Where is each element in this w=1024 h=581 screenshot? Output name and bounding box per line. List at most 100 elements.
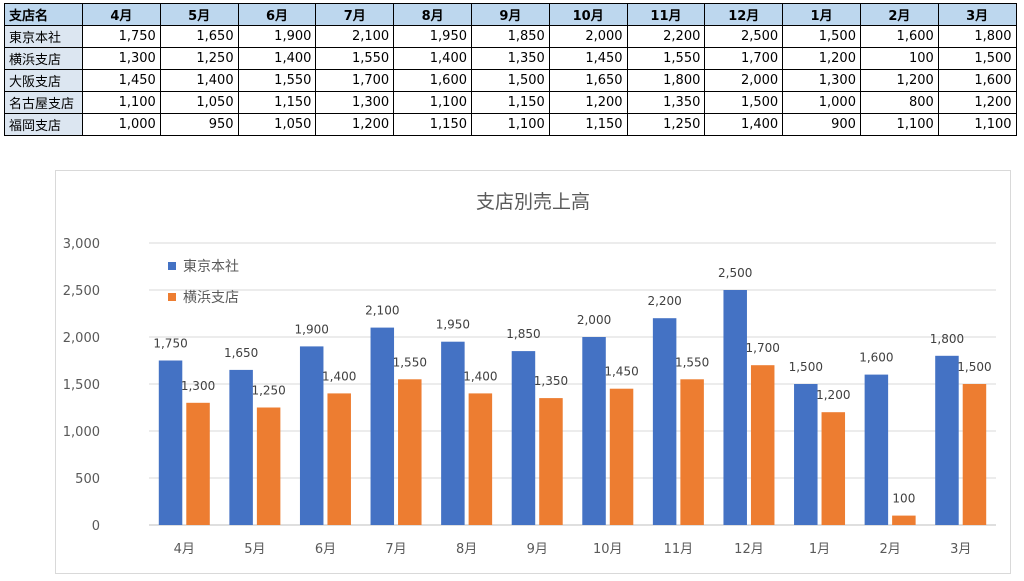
branch-name-cell[interactable]: 大阪支店 — [4, 69, 83, 92]
bar[interactable] — [723, 290, 747, 525]
header-month[interactable]: 7月 — [315, 3, 395, 26]
bar[interactable] — [158, 360, 183, 526]
value-cell[interactable]: 1,100 — [937, 113, 1017, 136]
branch-name-cell[interactable]: 福岡支店 — [4, 113, 83, 136]
value-cell[interactable]: 1,300 — [782, 69, 861, 92]
value-cell[interactable]: 1,200 — [937, 91, 1017, 114]
bar[interactable] — [680, 379, 704, 525]
bar[interactable] — [652, 318, 677, 525]
bar[interactable] — [398, 379, 422, 525]
value-cell[interactable]: 1,350 — [470, 47, 550, 70]
value-cell[interactable]: 1,300 — [82, 47, 161, 70]
value-cell[interactable]: 1,000 — [782, 91, 861, 114]
header-month[interactable]: 2月 — [859, 3, 939, 26]
bar[interactable] — [892, 515, 916, 525]
value-cell[interactable]: 1,800 — [937, 25, 1017, 48]
value-cell[interactable]: 1,100 — [859, 113, 939, 136]
value-cell[interactable]: 1,200 — [859, 69, 939, 92]
bar[interactable] — [609, 388, 634, 525]
header-month[interactable]: 9月 — [470, 3, 550, 26]
value-cell[interactable]: 1,600 — [859, 25, 939, 48]
bar[interactable] — [186, 402, 210, 525]
value-cell[interactable]: 1,900 — [237, 25, 317, 48]
value-cell[interactable]: 1,350 — [626, 91, 706, 114]
value-cell[interactable]: 1,550 — [315, 47, 395, 70]
bar[interactable] — [441, 341, 465, 525]
value-cell[interactable]: 800 — [859, 91, 939, 114]
value-cell[interactable]: 2,200 — [626, 25, 706, 48]
value-cell[interactable]: 1,150 — [548, 113, 628, 136]
value-cell[interactable]: 1,200 — [315, 113, 395, 136]
value-cell[interactable]: 1,450 — [548, 47, 628, 70]
value-cell[interactable]: 1,600 — [937, 69, 1017, 92]
value-cell[interactable]: 2,500 — [704, 25, 784, 48]
header-month[interactable]: 1月 — [782, 3, 861, 26]
legend-entry[interactable]: 東京本社 — [183, 259, 239, 275]
branch-name-cell[interactable]: 横浜支店 — [4, 47, 83, 70]
legend-entry[interactable]: 横浜支店 — [183, 290, 239, 306]
value-cell[interactable]: 1,100 — [82, 91, 161, 114]
bar[interactable] — [935, 355, 959, 525]
value-cell[interactable]: 1,050 — [159, 91, 239, 114]
value-cell[interactable]: 1,100 — [393, 91, 472, 114]
value-cell[interactable]: 2,000 — [704, 69, 784, 92]
value-cell[interactable]: 1,300 — [315, 91, 395, 114]
value-cell[interactable]: 1,550 — [626, 47, 706, 70]
value-cell[interactable]: 1,400 — [237, 47, 317, 70]
bar[interactable] — [539, 398, 563, 525]
header-month[interactable]: 10月 — [548, 3, 628, 26]
value-cell[interactable]: 1,500 — [704, 91, 784, 114]
header-month[interactable]: 5月 — [159, 3, 239, 26]
value-cell[interactable]: 950 — [159, 113, 239, 136]
value-cell[interactable]: 2,100 — [315, 25, 395, 48]
bar[interactable] — [229, 369, 253, 525]
branch-name-cell[interactable]: 名古屋支店 — [4, 91, 83, 114]
value-cell[interactable]: 100 — [859, 47, 939, 70]
value-cell[interactable]: 1,500 — [782, 25, 861, 48]
value-cell[interactable]: 1,750 — [82, 25, 161, 48]
value-cell[interactable]: 1,650 — [548, 69, 628, 92]
value-cell[interactable]: 1,000 — [82, 113, 161, 136]
bar[interactable] — [468, 393, 493, 525]
value-cell[interactable]: 1,400 — [393, 47, 472, 70]
value-cell[interactable]: 1,500 — [470, 69, 550, 92]
bar[interactable] — [962, 384, 987, 525]
value-cell[interactable]: 1,150 — [470, 91, 550, 114]
value-cell[interactable]: 1,800 — [626, 69, 706, 92]
value-cell[interactable]: 1,200 — [548, 91, 628, 114]
header-branch[interactable]: 支店名 — [4, 3, 83, 26]
bar[interactable] — [327, 393, 351, 525]
value-cell[interactable]: 1,400 — [159, 69, 239, 92]
value-cell[interactable]: 1,550 — [237, 69, 317, 92]
value-cell[interactable]: 1,050 — [237, 113, 317, 136]
bar[interactable] — [256, 407, 281, 526]
bar[interactable] — [511, 351, 536, 525]
value-cell[interactable]: 1,250 — [626, 113, 706, 136]
value-cell[interactable]: 1,250 — [159, 47, 239, 70]
bar[interactable] — [370, 327, 395, 525]
value-cell[interactable]: 1,650 — [159, 25, 239, 48]
value-cell[interactable]: 1,700 — [315, 69, 395, 92]
value-cell[interactable]: 900 — [782, 113, 861, 136]
value-cell[interactable]: 1,850 — [470, 25, 550, 48]
value-cell[interactable]: 1,500 — [937, 47, 1017, 70]
header-month[interactable]: 11月 — [626, 3, 706, 26]
bar[interactable] — [864, 374, 889, 525]
header-month[interactable]: 8月 — [393, 3, 472, 26]
header-month[interactable]: 6月 — [237, 3, 317, 26]
header-month[interactable]: 12月 — [704, 3, 784, 26]
value-cell[interactable]: 1,950 — [393, 25, 472, 48]
value-cell[interactable]: 1,150 — [393, 113, 472, 136]
value-cell[interactable]: 1,200 — [782, 47, 861, 70]
value-cell[interactable]: 2,000 — [548, 25, 628, 48]
value-cell[interactable]: 1,600 — [393, 69, 472, 92]
bar[interactable] — [750, 365, 775, 525]
bar[interactable] — [821, 412, 846, 525]
bar[interactable] — [299, 346, 324, 525]
value-cell[interactable]: 1,450 — [82, 69, 161, 92]
chart-area[interactable]: 支店別売上高 0 500 1,000 1,500 2,000 2,500 3,000 1,7… — [55, 170, 1011, 574]
header-month[interactable]: 4月 — [82, 3, 161, 26]
bar[interactable] — [794, 384, 818, 525]
header-month[interactable]: 3月 — [937, 3, 1017, 26]
value-cell[interactable]: 1,400 — [704, 113, 784, 136]
